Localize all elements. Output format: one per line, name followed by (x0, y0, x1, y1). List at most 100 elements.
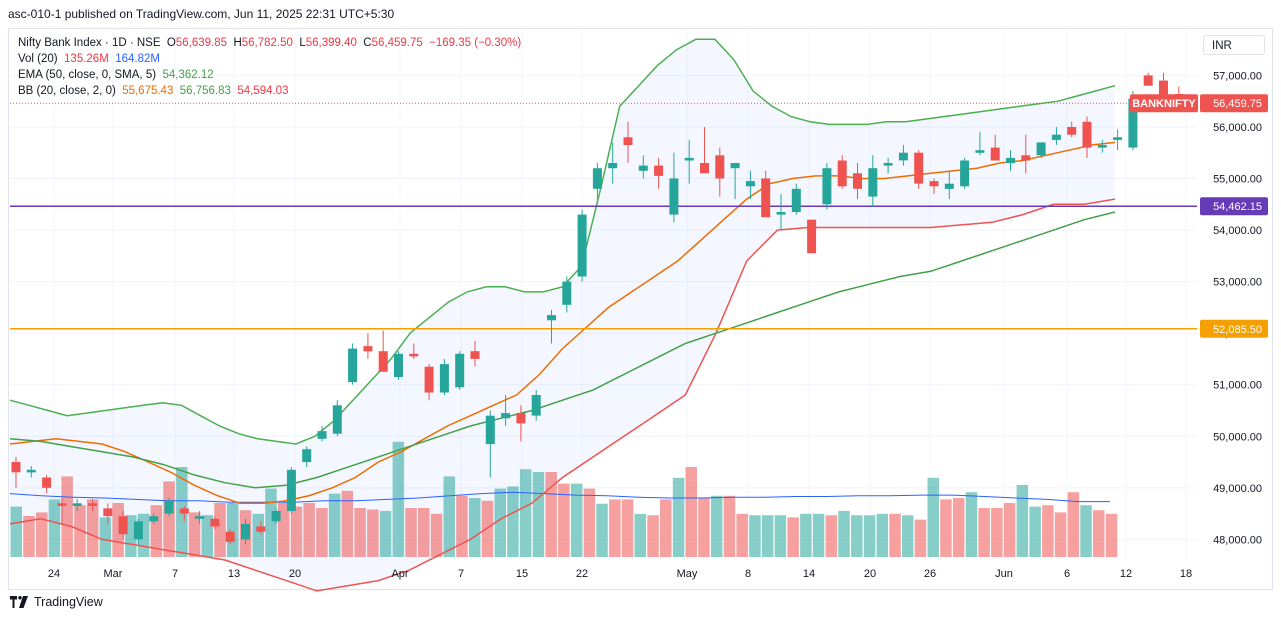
candle-body (868, 168, 878, 197)
vol-label: Vol (20) (18, 53, 58, 65)
volume-bar (711, 495, 723, 557)
candle (745, 170, 755, 200)
candle-body (286, 469, 296, 511)
volume-bar (456, 495, 468, 557)
candle-body (26, 469, 36, 473)
time-tick-label: 13 (228, 568, 240, 580)
candle-body (623, 137, 633, 145)
candle (363, 333, 373, 359)
candle (26, 466, 36, 478)
chart-frame[interactable] (8, 28, 1273, 590)
candle (1143, 72, 1153, 86)
volume-bar (507, 486, 519, 557)
candle-body (883, 163, 893, 166)
volume-bar (800, 513, 812, 557)
volume-bar (698, 498, 710, 557)
volume-bar (10, 506, 22, 557)
volume-bar (405, 508, 417, 557)
candle (822, 163, 832, 210)
tradingview-footer[interactable]: TradingView (10, 595, 103, 609)
candle-body (210, 518, 220, 527)
candle-body (577, 214, 587, 277)
volume-bar (991, 508, 1003, 557)
candle-body (225, 531, 235, 542)
candle-body (516, 413, 526, 424)
candle-body (562, 281, 572, 305)
volume-bar (23, 516, 35, 557)
candle (149, 513, 159, 524)
orange-level-tag: 52,085.50 (1200, 319, 1268, 338)
candle (1067, 121, 1077, 138)
candle (700, 126, 709, 174)
candle (960, 157, 970, 189)
candle-body (669, 178, 679, 215)
chart-legend: Nifty Bank Index · 1D · NSE O56,639.85 H… (18, 35, 521, 99)
currency-selector[interactable]: INR (1203, 35, 1265, 55)
symbol-label: Nifty Bank Index · 1D · NSE (18, 37, 161, 49)
price-tick-label: 55,000.00 (1213, 174, 1262, 186)
volume-bar (570, 483, 583, 557)
volume-bar (290, 506, 303, 557)
volume-bar (1042, 505, 1054, 557)
price-tick-label: 48,000.00 (1213, 534, 1262, 546)
candle (348, 343, 358, 385)
volume-bar (137, 513, 150, 557)
volume-bar (851, 515, 863, 557)
candle-body (11, 462, 21, 473)
volume-bar (1093, 510, 1105, 557)
candle-body (179, 508, 189, 514)
candle (531, 389, 541, 421)
candle (225, 529, 235, 545)
time-tick-label: 15 (516, 568, 528, 580)
candle (470, 340, 480, 367)
price-tick-label: 53,000.00 (1213, 277, 1262, 289)
volume-bar (443, 476, 455, 557)
candle (669, 152, 679, 223)
candle (990, 134, 1000, 161)
candle (791, 183, 801, 215)
candle (516, 405, 526, 442)
o-label: O (166, 37, 176, 49)
volume-bar (469, 498, 481, 557)
candle-body (88, 503, 97, 506)
candle (317, 425, 327, 442)
price-tick-label: 57,000.00 (1213, 70, 1262, 82)
candle-body (837, 160, 847, 187)
volume-bar (328, 493, 341, 557)
candle-body (470, 351, 480, 359)
time-tick-label: 7 (172, 568, 178, 580)
candle (1036, 142, 1046, 158)
volume-bar (1105, 513, 1118, 557)
vol-ma-value: 164.82M (115, 53, 160, 65)
publish-header: asc-010-1 published on TradingView.com, … (8, 7, 395, 21)
candle-body (990, 147, 1000, 161)
candle-body (1128, 98, 1138, 148)
candle-body (1143, 75, 1153, 86)
last-price-tag-bg (1200, 94, 1268, 113)
candle-body (256, 526, 266, 532)
brand-name: TradingView (34, 595, 103, 609)
candle (577, 209, 587, 282)
volume-bar (125, 515, 137, 557)
candle-body (638, 165, 648, 171)
time-tick-label: 6 (1064, 568, 1070, 580)
candle (1006, 150, 1015, 171)
volume-bar (354, 508, 366, 557)
candle (302, 446, 312, 468)
candle (592, 163, 602, 200)
candle-body (929, 181, 939, 187)
h-label: H (233, 37, 242, 49)
candle (883, 157, 893, 174)
bb-row: BB (20, close, 2, 0) 55,675.43 56,756.83… (18, 83, 521, 99)
candle-body (439, 364, 449, 393)
candle-body (715, 155, 725, 179)
ohlc-row: Nifty Bank Index · 1D · NSE O56,639.85 H… (18, 35, 521, 51)
vol-value: 135.26M (64, 53, 109, 65)
volume-bar (596, 503, 608, 557)
candle-body (822, 168, 832, 205)
candle (1021, 134, 1031, 174)
candle-body (118, 516, 128, 535)
candle (929, 178, 939, 194)
candle (730, 163, 740, 200)
